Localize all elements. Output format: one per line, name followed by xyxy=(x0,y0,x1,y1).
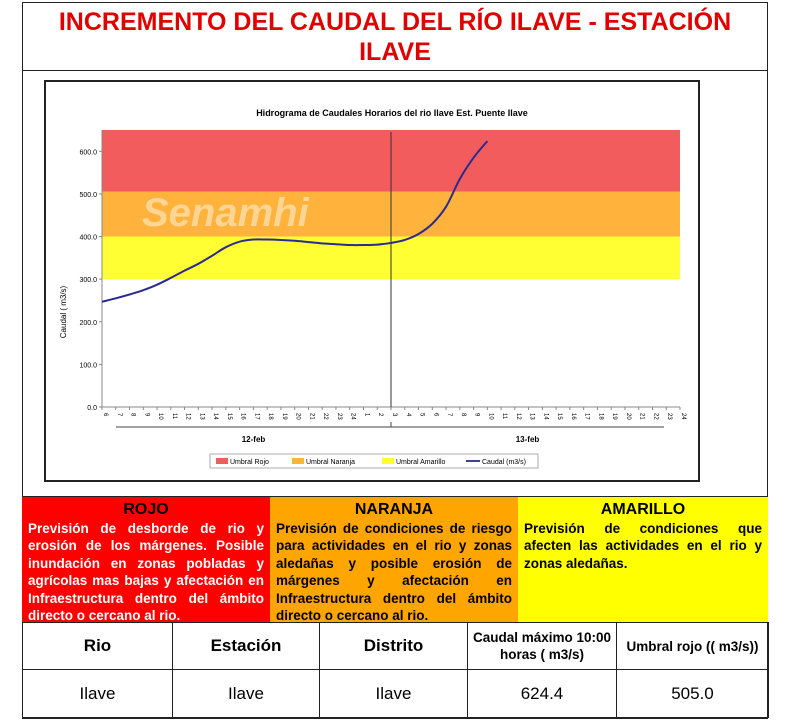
x-tick-label: 15 xyxy=(226,413,232,420)
header-caudal-maximo: Caudal máximo 10:00 horas ( m3/s) xyxy=(467,622,617,670)
cell-distrito: Ilave xyxy=(319,669,468,718)
hydrograph-svg: Senamhi Hidrograma de Caudales Horarios … xyxy=(59,108,686,469)
hydrograph-chart: Senamhi Hidrograma de Caudales Horarios … xyxy=(44,80,700,482)
level-rojo-text: Previsión de desborde de rio y erosión d… xyxy=(28,520,264,624)
cell-caudal-maximo: 624.4 xyxy=(467,669,617,718)
x-tick-label: 18 xyxy=(597,413,603,420)
x-tick-label: 20 xyxy=(295,413,301,420)
x-tick-label: 14 xyxy=(542,413,548,420)
x-tick-label: 14 xyxy=(212,413,218,420)
x-tick-label: 19 xyxy=(611,413,617,420)
x-tick-label: 16 xyxy=(240,413,246,420)
header-distrito: Distrito xyxy=(319,622,468,670)
x-tick-label: 20 xyxy=(625,413,631,420)
x-tick-label: 7 xyxy=(116,413,122,417)
level-amarillo: AMARILLO Previsión de condiciones que af… xyxy=(518,497,768,623)
title-divider xyxy=(22,70,768,71)
x-tick-label: 18 xyxy=(267,413,273,420)
day-label: 12-feb xyxy=(242,435,266,444)
cell-estacion: Ilave xyxy=(172,669,320,718)
y-tick-label: 200.0 xyxy=(79,320,97,327)
level-rojo-label: ROJO xyxy=(123,501,169,518)
table-header-row: Rio Estación Distrito Caudal máximo 10:0… xyxy=(22,622,769,670)
y-axis-label: Caudal ( m3/s) xyxy=(59,285,68,338)
cell-umbral-rojo: 505.0 xyxy=(616,669,769,718)
level-rojo: ROJO Previsión de desborde de rio y eros… xyxy=(22,497,270,623)
x-tick-label: 22 xyxy=(322,413,328,420)
x-tick-label: 3 xyxy=(391,413,397,417)
x-tick-label: 15 xyxy=(556,413,562,420)
level-naranja-text: Previsión de condiciones de riesgo para … xyxy=(276,520,512,624)
x-tick-label: 8 xyxy=(130,413,136,417)
y-tick-label: 400.0 xyxy=(79,235,97,242)
y-tick-label: 0.0 xyxy=(87,405,97,412)
x-tick-label: 9 xyxy=(143,413,149,417)
x-tick-label: 21 xyxy=(308,413,314,420)
x-tick-label: 17 xyxy=(253,413,259,420)
x-tick-label: 24 xyxy=(680,413,686,420)
chart-title: Hidrograma de Caudales Horarios del rio … xyxy=(256,108,528,118)
x-tick-label: 13 xyxy=(529,413,535,420)
x-tick-label: 6 xyxy=(102,413,108,417)
table-row: Ilave Ilave Ilave 624.4 505.0 xyxy=(22,669,769,718)
level-amarillo-label: AMARILLO xyxy=(600,501,686,518)
legend-label: Umbral Rojo xyxy=(230,459,269,466)
x-tick-label: 24 xyxy=(350,413,356,420)
alert-levels: ROJO Previsión de desborde de rio y eros… xyxy=(22,496,768,623)
series-line-caudal xyxy=(101,140,489,303)
x-tick-label: 9 xyxy=(474,413,480,417)
y-tick-label: 100.0 xyxy=(79,362,97,369)
x-tick-label: 6 xyxy=(432,413,438,417)
report-frame xyxy=(22,2,768,719)
header-estacion: Estación xyxy=(172,622,320,670)
page-title: INCREMENTO DEL CAUDAL DEL RÍO ILAVE - ES… xyxy=(58,8,732,66)
x-tick-label: 19 xyxy=(281,413,287,420)
header-umbral-rojo: Umbral rojo (( m3/s)) xyxy=(616,622,769,670)
x-tick-label: 21 xyxy=(639,413,645,420)
y-tick-label: 300.0 xyxy=(79,277,97,284)
x-tick-label: 1 xyxy=(363,413,369,417)
x-tick-label: 10 xyxy=(487,413,493,420)
x-tick-label: 11 xyxy=(501,413,507,420)
x-tick-label: 23 xyxy=(336,413,342,420)
x-tick-label: 13 xyxy=(198,413,204,420)
x-tick-label: 12 xyxy=(515,413,521,420)
x-tick-label: 5 xyxy=(419,413,425,417)
x-tick-label: 22 xyxy=(652,413,658,420)
x-tick-label: 11 xyxy=(171,413,177,420)
station-table: Rio Estación Distrito Caudal máximo 10:0… xyxy=(22,622,769,718)
x-tick-label: 17 xyxy=(584,413,590,420)
legend-label: Caudal (m3/s) xyxy=(482,459,526,466)
x-tick-label: 23 xyxy=(666,413,672,420)
y-tick-label: 600.0 xyxy=(79,149,97,156)
x-tick-label: 8 xyxy=(460,413,466,417)
legend-swatch xyxy=(292,458,304,464)
x-tick-label: 10 xyxy=(157,413,163,420)
x-tick-label: 2 xyxy=(377,413,383,417)
level-amarillo-text: Previsión de condiciones que afecten las… xyxy=(524,520,762,571)
legend-swatch xyxy=(216,458,228,464)
legend-box xyxy=(209,453,539,469)
y-tick-label: 500.0 xyxy=(79,192,97,199)
legend-swatch xyxy=(382,458,394,464)
header-rio: Rio xyxy=(22,622,173,670)
level-naranja-label: NARANJA xyxy=(354,501,434,518)
x-tick-label: 12 xyxy=(185,413,191,420)
x-tick-label: 16 xyxy=(570,413,576,420)
legend-label: Umbral Amarillo xyxy=(396,459,446,466)
day-label: 13-feb xyxy=(516,435,540,444)
legend-label: Umbral Naranja xyxy=(306,459,355,466)
cell-rio: Ilave xyxy=(22,669,173,718)
x-tick-label: 4 xyxy=(405,413,411,417)
x-tick-label: 7 xyxy=(446,413,452,417)
watermark-text: Senamhi xyxy=(142,191,310,235)
level-naranja: NARANJA Previsión de condiciones de ries… xyxy=(270,497,518,623)
